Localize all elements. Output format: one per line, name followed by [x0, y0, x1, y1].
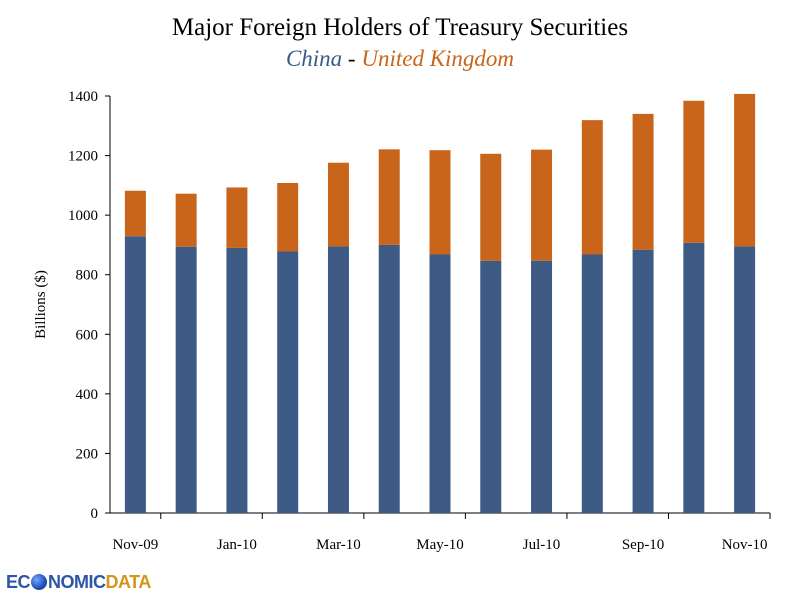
bar-uk	[632, 113, 654, 250]
bar-uk	[124, 190, 146, 237]
bar-china	[277, 251, 299, 513]
bar-china	[531, 260, 553, 513]
bar-china	[632, 249, 654, 514]
y-tick-label: 1000	[68, 208, 98, 224]
bar-uk	[683, 100, 705, 243]
x-tick-label: Jan-10	[217, 537, 257, 553]
y-tick-label: 400	[76, 387, 99, 403]
bar-uk	[581, 120, 603, 255]
subtitle-uk: United Kingdom	[361, 46, 515, 71]
bar-china	[683, 242, 705, 513]
y-tick-label: 1400	[68, 89, 98, 105]
bar-china	[581, 254, 603, 513]
bar-uk	[531, 149, 553, 261]
y-tick-label: 800	[76, 268, 99, 284]
bar-uk	[327, 162, 349, 247]
chart-title: Major Foreign Holders of Treasury Securi…	[171, 14, 629, 41]
bar-uk	[277, 182, 299, 252]
bar-china	[226, 247, 248, 513]
x-tick-label: May-10	[416, 537, 464, 553]
bar-uk	[429, 150, 451, 255]
globe-icon	[31, 574, 48, 590]
bar-uk	[378, 149, 400, 245]
x-tick-label: Jul-10	[523, 537, 561, 553]
y-tick-label: 0	[91, 506, 99, 522]
bar-china	[124, 236, 146, 513]
y-axis-label: Billions ($)	[33, 270, 49, 339]
subtitle-china: China	[285, 46, 343, 71]
bar-china	[480, 260, 502, 513]
bar-china	[175, 246, 197, 514]
bar-china	[429, 254, 451, 513]
x-tick-label: Mar-10	[316, 537, 361, 553]
subtitle-separator: -	[347, 46, 356, 71]
bar-china	[734, 246, 756, 514]
bar-china	[378, 244, 400, 513]
x-tick-label: Nov-10	[722, 537, 768, 553]
x-tick-label: Nov-09	[112, 537, 158, 553]
bar-uk	[175, 193, 197, 247]
economicdata-logo: EC NOMICDATA	[6, 572, 151, 592]
bar-china	[327, 246, 349, 514]
bar-uk	[734, 93, 756, 247]
bar-uk	[226, 187, 248, 248]
chart-subtitle: China - United Kingdom	[0, 46, 800, 72]
y-tick-label: 200	[76, 446, 99, 462]
bar-uk	[480, 153, 502, 261]
y-tick-label: 600	[76, 327, 99, 343]
x-tick-label: Sep-10	[622, 537, 665, 553]
y-tick-label: 1200	[68, 149, 98, 165]
